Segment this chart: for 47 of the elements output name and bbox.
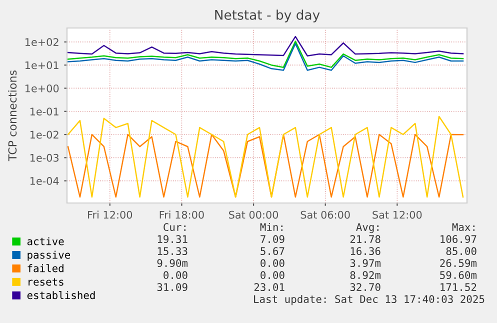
x-tick-label: Fri 18:00 <box>160 210 204 219</box>
line-series <box>67 36 464 56</box>
text: Max: <box>452 223 474 232</box>
y-tick-label: 1e+02 <box>25 38 58 46</box>
text: 9.90m <box>157 259 188 268</box>
text: 16.36 <box>350 247 380 256</box>
y-tick-label: 1e-02 <box>30 130 58 139</box>
text: Min: <box>260 222 282 231</box>
x-tick-label: Sat 06:00 <box>300 210 350 219</box>
text: 5.67 <box>260 247 284 256</box>
legend-label: failed <box>28 264 64 272</box>
text: 31.09 <box>157 283 188 292</box>
line-series <box>67 134 464 198</box>
text: 0.00 <box>260 259 284 268</box>
text: 85.00 <box>446 247 476 256</box>
y-tick-label: 1e+00 <box>25 84 59 92</box>
x-tick-label: Sat 00:00 <box>229 210 278 219</box>
legend-label: resets <box>28 278 64 286</box>
text: 106.97 <box>440 235 476 244</box>
y-axis-title: TCP connections <box>8 70 17 162</box>
text: 59.60m <box>440 271 477 280</box>
legend-label: active <box>27 237 64 246</box>
text: 0.00 <box>164 271 188 280</box>
text: 19.31 <box>158 235 188 244</box>
y-tick-label: 1e+01 <box>25 61 58 70</box>
text: 26.59m <box>440 259 477 268</box>
text: 32.70 <box>350 283 380 292</box>
text: 8.92m <box>350 271 381 280</box>
y-tick-label: 1e-03 <box>30 154 59 162</box>
text: Avg: <box>356 223 378 234</box>
x-tick-label: Sat 12:00 <box>372 210 422 219</box>
text: 23.01 <box>254 283 284 292</box>
text: 0.00 <box>260 271 284 280</box>
legend-label: established <box>27 291 95 300</box>
text: 171.52 <box>440 283 476 292</box>
y-tick-label: 1e-04 <box>30 177 59 185</box>
line-series <box>67 116 464 198</box>
legend-label: passive <box>28 250 70 261</box>
y-tick-label: 1e-01 <box>30 108 58 116</box>
text: 7.09 <box>260 235 284 244</box>
x-tick-label: Fri 12:00 <box>88 210 132 219</box>
text: Cur: <box>164 223 186 232</box>
text: 21.78 <box>350 235 380 244</box>
chart-title: Netstat - by day <box>215 10 320 22</box>
text: Last update: Sat Dec 13 17:40:03 2025 <box>254 294 484 306</box>
text: 15.33 <box>158 247 188 256</box>
text: 3.97m <box>350 259 381 268</box>
